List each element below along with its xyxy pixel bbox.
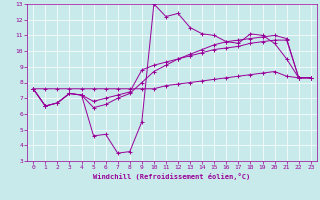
X-axis label: Windchill (Refroidissement éolien,°C): Windchill (Refroidissement éolien,°C) xyxy=(93,173,251,180)
